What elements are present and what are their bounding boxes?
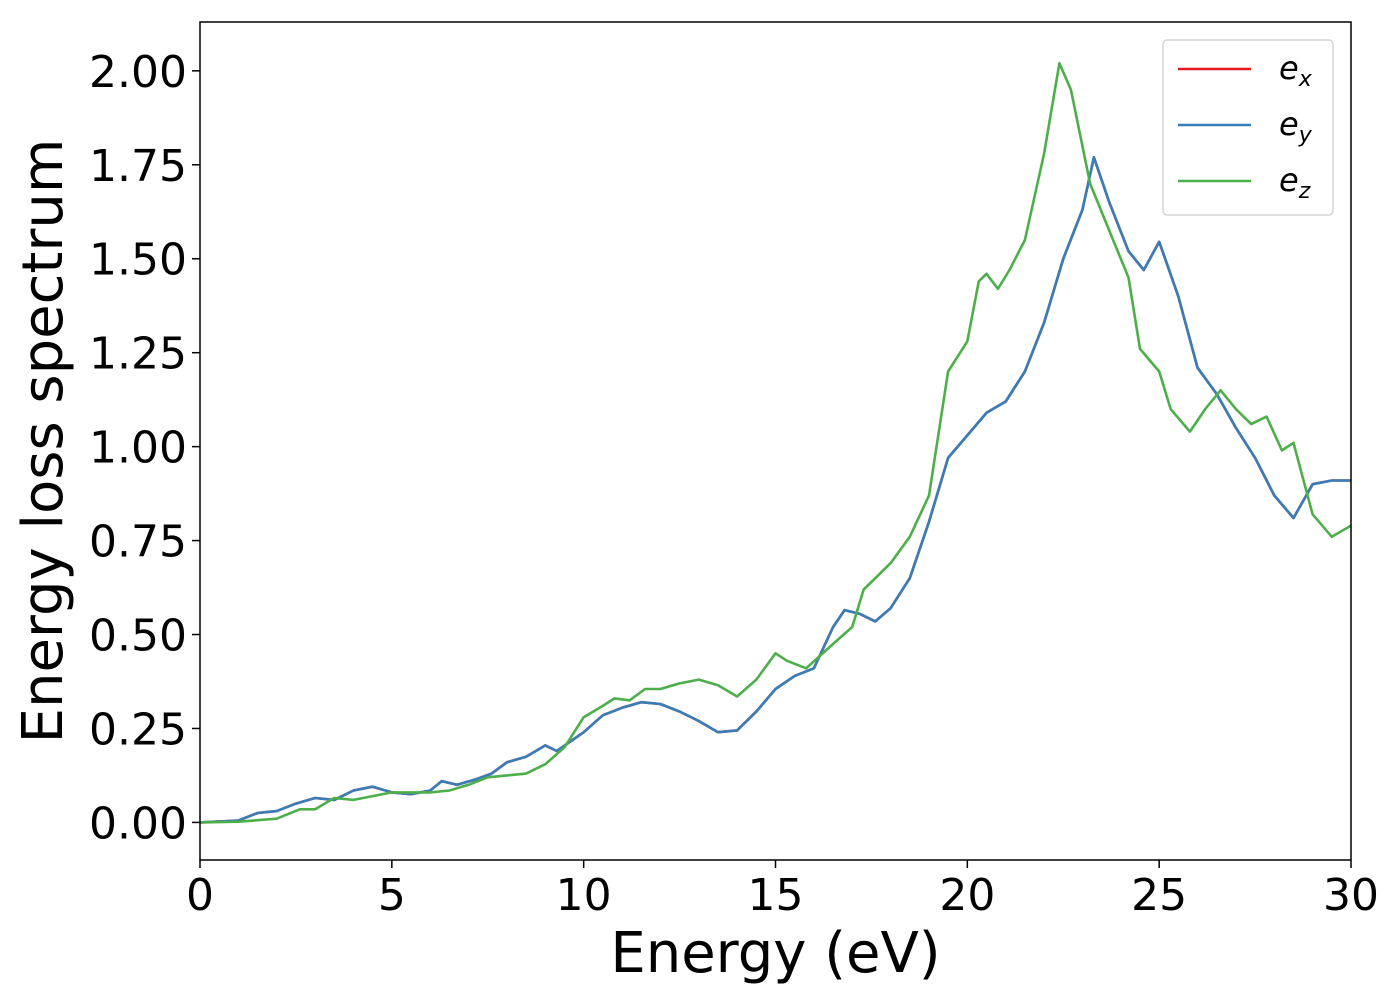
legend-label-ez: ez [1279,161,1311,204]
y-tick-label: 1.75 [89,141,187,192]
x-axis: 0 5 10 15 20 25 30 [186,860,1379,921]
x-tick-label: 15 [748,870,804,921]
y-tick-label: 1.00 [89,423,187,474]
series-line-ex [200,156,1351,824]
legend-label-ey: ey [1279,105,1313,148]
legend-box [1162,39,1334,216]
y-axis: 0.00 0.25 0.50 0.75 1.00 1.25 1.50 1.75 2.00 [89,47,200,849]
y-tick-label: 0.50 [89,611,187,662]
x-axis-title: Energy (eV) [610,921,940,986]
x-tick-label: 5 [378,870,406,921]
y-axis-title: Energy loss spectrum [11,139,76,744]
y-tick-label: 1.25 [89,329,187,380]
legend-label-ex: ex [1279,49,1313,92]
x-tick-label: 0 [186,870,214,921]
y-tick-label: 0.00 [89,798,187,849]
x-tick-label: 30 [1323,870,1379,921]
series-line-ez [200,62,1351,824]
x-tick-label: 20 [939,870,995,921]
y-tick-label: 1.50 [89,235,187,286]
y-tick-label: 2.00 [89,47,187,98]
series-line-ey [200,156,1351,824]
x-tick-label: 25 [1131,870,1187,921]
x-tick-label: 10 [556,870,612,921]
legend: ex ey ez [1162,39,1334,216]
y-tick-label: 0.25 [89,704,187,755]
y-tick-label: 0.75 [89,517,187,568]
series-layer [200,62,1351,824]
